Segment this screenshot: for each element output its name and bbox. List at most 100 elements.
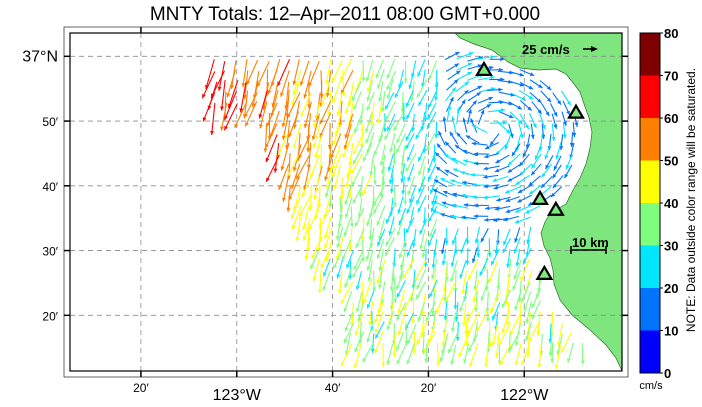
current-vector-head <box>301 192 306 198</box>
current-vector-head <box>378 97 383 102</box>
current-vector-head <box>548 352 553 357</box>
current-vector-head <box>393 298 398 303</box>
current-vector-head <box>485 206 490 211</box>
current-vector <box>337 91 343 117</box>
current-vector-head <box>410 297 414 302</box>
current-vector-head <box>461 289 466 294</box>
current-vector-head <box>375 334 379 339</box>
current-vector-head <box>292 80 297 86</box>
current-vector-head <box>299 212 303 218</box>
current-vector-head <box>291 224 296 230</box>
current-vector-head <box>341 92 346 97</box>
current-vector <box>252 80 259 108</box>
current-vector-head <box>491 341 496 347</box>
current-vector-head <box>454 316 459 322</box>
current-vector <box>312 258 321 282</box>
current-vector <box>354 312 364 337</box>
current-vector <box>274 143 280 173</box>
current-vector <box>244 70 249 100</box>
current-vector-head <box>546 97 552 103</box>
current-vector-head <box>376 118 381 124</box>
current-vector <box>320 80 323 107</box>
current-vector-head <box>450 262 455 268</box>
current-vector-head <box>462 322 467 327</box>
current-vector-head <box>258 114 263 119</box>
current-vector <box>555 344 562 369</box>
current-vector-head <box>529 190 534 195</box>
colorbar-note: NOTE: Data outside color range will be s… <box>684 68 698 332</box>
current-vector-head <box>278 185 283 190</box>
current-vector-head <box>388 231 393 236</box>
current-vector-head <box>563 121 567 126</box>
current-vector-head <box>416 340 421 345</box>
current-vector-head <box>409 97 414 102</box>
current-vector-head <box>566 100 571 106</box>
current-vector-head <box>438 131 442 136</box>
current-vector <box>280 70 290 97</box>
current-vector-head <box>554 364 559 369</box>
current-vector-head <box>344 134 349 139</box>
current-vector-head <box>448 348 452 354</box>
current-vector-head <box>397 209 402 214</box>
current-vector-head <box>335 236 340 241</box>
current-vector-head <box>355 285 360 290</box>
current-vector-head <box>514 209 520 213</box>
current-vector-head <box>328 203 333 208</box>
current-vector-head <box>494 250 499 255</box>
current-vector-head <box>561 348 565 353</box>
current-vector-head <box>507 177 513 182</box>
current-vector <box>202 92 216 122</box>
current-vector-head <box>244 113 248 118</box>
current-vector-head <box>514 238 519 243</box>
current-vector-head <box>562 134 567 139</box>
current-vector-head <box>304 255 309 261</box>
current-vector-head <box>514 219 520 224</box>
current-vector-head <box>428 103 433 108</box>
current-vector-head <box>265 157 270 163</box>
current-vector-head <box>406 209 411 214</box>
current-vector <box>244 101 258 127</box>
lat-tick-label: 50′ <box>42 115 58 129</box>
current-vector-head <box>411 243 416 248</box>
current-vector-head <box>372 287 377 292</box>
current-vector-head <box>528 85 534 90</box>
radar-site-marker <box>531 189 549 205</box>
current-vector-head <box>522 153 527 158</box>
current-vector-head <box>351 181 356 187</box>
current-vector-head <box>407 156 411 162</box>
current-vector-head <box>486 104 492 108</box>
current-vector-head <box>374 318 379 324</box>
current-vector-head <box>312 277 317 282</box>
current-vector-head <box>456 132 461 137</box>
current-vector-head <box>348 246 353 251</box>
current-vector-head <box>547 145 552 151</box>
current-vector-head <box>509 114 514 119</box>
current-vector-head <box>471 124 477 129</box>
current-vector-head <box>406 252 411 257</box>
km-scale-label: 10 km <box>572 235 609 250</box>
current-vector-head <box>417 317 422 322</box>
current-vector-head <box>551 136 556 142</box>
current-vector <box>292 70 302 96</box>
current-vector-head <box>501 303 506 308</box>
current-vector <box>303 164 311 191</box>
current-vector-head <box>355 243 360 248</box>
current-vector-head <box>377 241 381 247</box>
current-vector-head <box>336 111 341 116</box>
current-vector <box>269 110 280 139</box>
current-vector <box>221 79 226 111</box>
current-vector <box>347 153 352 179</box>
current-vector-head <box>488 96 493 101</box>
current-vector-head <box>374 348 379 354</box>
current-vector-head <box>325 257 330 262</box>
current-vector-head <box>267 89 272 95</box>
current-vector-head <box>353 364 358 369</box>
current-vector-head <box>565 164 570 170</box>
current-vector-head <box>387 126 391 132</box>
lon-tick-label: 123°W <box>213 387 262 404</box>
current-vector-head <box>574 122 579 127</box>
current-vector-head <box>569 142 574 148</box>
current-vector-head <box>512 285 517 291</box>
km-scale-bar <box>570 246 607 254</box>
current-vector-head <box>451 157 457 162</box>
